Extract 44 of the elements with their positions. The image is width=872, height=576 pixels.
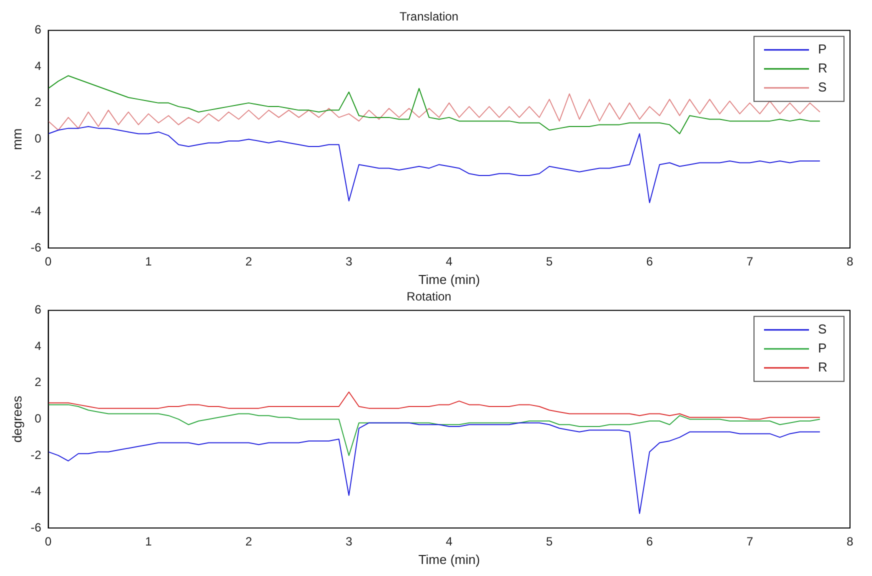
y-tick-label: -2 [30,448,42,462]
y-tick-label: 6 [34,302,42,317]
x-tick-label: 7 [746,534,754,549]
x-tick-label: 2 [245,534,252,549]
y-tick-label: -4 [30,484,42,498]
x-tick-label: 0 [44,534,52,549]
legend-label: S [818,321,827,336]
legend-label: S [818,79,827,94]
x-tick-label: 0 [44,254,52,269]
x-axis-title: Time (min) [418,272,480,287]
y-tick-label: 2 [34,375,42,390]
x-tick-label: 5 [546,254,554,269]
y-tick-label: -2 [30,168,42,182]
x-tick-label: 2 [245,254,252,269]
x-tick-label: 5 [546,534,554,549]
y-tick-label: 4 [34,338,42,353]
x-tick-label: 6 [646,534,654,549]
y-tick-label: 2 [34,95,42,110]
legend-label: P [818,41,827,56]
x-tick-label: 4 [446,534,453,549]
y-axis-title: degrees [9,395,24,443]
x-tick-label: 1 [145,254,152,269]
x-tick-label: 3 [346,254,353,269]
x-tick-label: 8 [846,254,854,269]
y-tick-label: -6 [30,240,42,254]
chart-title: Translation [400,10,458,24]
legend-label: R [818,359,828,374]
x-axis-title: Time (min) [418,552,480,567]
y-tick-label: -6 [30,520,42,534]
legend-label: P [818,340,827,356]
y-axis-title: mm [9,128,24,150]
y-tick-label: 0 [34,412,42,426]
x-tick-label: 1 [145,534,152,549]
chart-title: Rotation [406,290,452,304]
y-tick-label: 6 [34,22,42,37]
x-tick-label: 7 [746,254,754,269]
x-tick-label: 8 [846,534,854,549]
legend-label: R [818,60,828,76]
y-tick-label: 4 [34,58,42,73]
x-tick-label: 3 [346,534,353,549]
x-tick-label: 6 [646,254,654,269]
y-tick-label: -4 [30,204,42,218]
y-tick-label: 0 [34,132,42,146]
x-tick-label: 4 [446,254,453,269]
